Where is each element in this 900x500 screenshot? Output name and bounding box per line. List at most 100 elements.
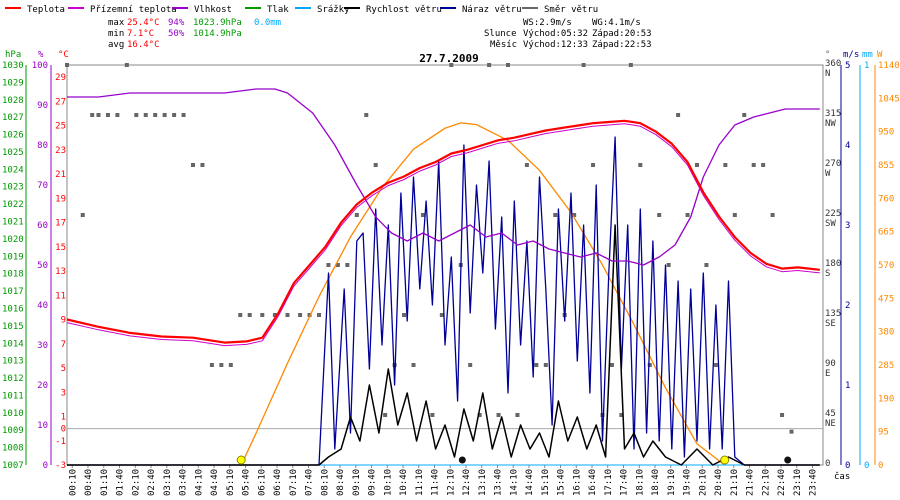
dir-tick-label: 135	[825, 309, 841, 319]
x-tick-label: 03:10	[163, 469, 173, 496]
stat-max-hum: 94%	[168, 18, 185, 28]
moon-label: Měsíc	[490, 40, 517, 50]
stat-min-temp: 7.1°C	[127, 29, 154, 39]
wind-direction-point	[392, 363, 397, 367]
hpa-tick-label: 1027	[2, 113, 24, 123]
x-tick-label: 09:40	[368, 469, 378, 496]
x-tick-label: 04:40	[210, 469, 220, 496]
wind-direction-point	[134, 113, 139, 117]
x-tick-label: 13:10	[478, 469, 488, 496]
dir-name-label: E	[825, 369, 830, 379]
wind-direction-point	[411, 363, 416, 367]
chart-legend: Teplota Přízemní teplota Vlhkost Tlak Srážky…	[5, 5, 598, 15]
wind-direction-point	[543, 363, 548, 367]
wind-direction-point	[90, 113, 95, 117]
hpa-tick-label: 1030	[2, 61, 24, 71]
series-layer	[65, 63, 820, 466]
sun-marker	[236, 455, 246, 465]
dir-name-label: N	[825, 69, 830, 79]
stat-min-press: 1014.9hPa	[193, 29, 242, 39]
stats-block: max 25.4°C 94% 1023.9hPa 0.0mm min 7.1°C…	[108, 18, 281, 50]
stat-avg-label: avg	[108, 40, 124, 50]
ms-tick-label: 3	[845, 221, 850, 231]
dir-tick-label: 360	[825, 59, 841, 69]
stat-max-label: max	[108, 18, 125, 28]
hpa-tick-label: 1014	[2, 339, 24, 349]
x-tick-label: 05:10	[226, 469, 236, 496]
x-tick-label: 14:10	[509, 469, 519, 496]
wind-direction-point	[354, 213, 359, 217]
x-tick-label: 02:40	[147, 469, 157, 496]
x-tick-label: 10:10	[383, 469, 393, 496]
x-tick-label: 05:40	[242, 469, 252, 496]
wind-direction-point	[619, 413, 624, 417]
solar-tick-label: 380	[878, 328, 894, 338]
temp-tick-label: 13	[55, 267, 66, 277]
x-tick-label: 01:40	[116, 469, 126, 496]
legend-label: Teplota	[27, 5, 65, 15]
hpa-tick-label: 1018	[2, 270, 24, 280]
wind-direction-point	[307, 313, 312, 317]
x-tick-label: 11:10	[415, 469, 425, 496]
x-tick-label: 15:40	[557, 469, 567, 496]
solar-tick-label: 760	[878, 194, 894, 204]
wind-direction-point	[439, 313, 444, 317]
wind-direction-point	[162, 113, 167, 117]
temp-tick-label: 5	[61, 364, 66, 374]
ms-tick-label: 2	[845, 301, 850, 311]
pct-tick-label: 40	[37, 301, 48, 311]
wind-direction-point	[420, 213, 425, 217]
wind-direction-point	[685, 213, 690, 217]
x-tick-label: 06:10	[257, 469, 267, 496]
temp-tick-label: 29	[55, 73, 66, 83]
hpa-tick-label: 1020	[2, 235, 24, 245]
wind-direction-point	[430, 413, 435, 417]
solar-tick-label: 285	[878, 361, 894, 371]
wind-direction-point	[345, 263, 350, 267]
mm-tick-label: 1	[864, 61, 869, 71]
dir-name-label: SE	[825, 319, 836, 329]
x-tick-label: 18:40	[651, 469, 661, 496]
x-tick-label: 23:40	[809, 469, 819, 496]
wind-direction-point	[200, 163, 205, 167]
x-tick-label: 09:10	[352, 469, 362, 496]
hpa-tick-label: 1026	[2, 131, 24, 141]
x-tick-label: 07:10	[289, 469, 299, 496]
temp-tick-label: 15	[55, 243, 66, 253]
moon-set: Západ:22:53	[592, 40, 652, 50]
unit-degc: °C	[58, 50, 69, 60]
dir-tick-label: 180	[825, 259, 841, 269]
wind-direction-point	[228, 363, 233, 367]
x-tick-label: 17:40	[620, 469, 630, 496]
wind-direction-point	[770, 213, 775, 217]
wind-direction-point	[524, 163, 529, 167]
x-tick-label: 19:40	[683, 469, 693, 496]
hpa-tick-label: 1025	[2, 148, 24, 158]
wind-direction-point	[219, 363, 224, 367]
unit-ms: m/s	[843, 50, 859, 60]
wind-direction-point	[657, 213, 662, 217]
temp-tick-label: 1	[61, 413, 66, 423]
wind-direction-point	[506, 63, 510, 67]
wind-direction-point	[65, 63, 69, 67]
solar-tick-label: 95	[878, 428, 889, 438]
right-axes: 045NE90E135SE180S225SW270W315NW360N01234…	[825, 59, 900, 471]
unit-mm: mm	[862, 50, 873, 60]
dir-name-label: SW	[825, 219, 836, 229]
hpa-tick-label: 1016	[2, 304, 24, 314]
mm-tick-label: 0	[864, 461, 869, 471]
temp-tick-label: 27	[55, 97, 66, 107]
legend-label: Tlak	[267, 5, 289, 15]
wind-direction-point	[105, 113, 110, 117]
x-tick-label: 22:40	[777, 469, 787, 496]
wind-direction-point	[487, 63, 492, 67]
dir-tick-label: 0	[825, 459, 830, 469]
wind-direction-point	[534, 363, 539, 367]
stat-avg-temp: 16.4°C	[127, 40, 160, 50]
hpa-tick-label: 1022	[2, 200, 24, 210]
legend-label: Vlhkost	[194, 5, 232, 15]
pct-tick-label: 50	[37, 261, 48, 271]
temp-tick-label: 21	[55, 170, 66, 180]
solar-tick-label: 950	[878, 128, 894, 138]
wind-direction-point	[477, 413, 482, 417]
